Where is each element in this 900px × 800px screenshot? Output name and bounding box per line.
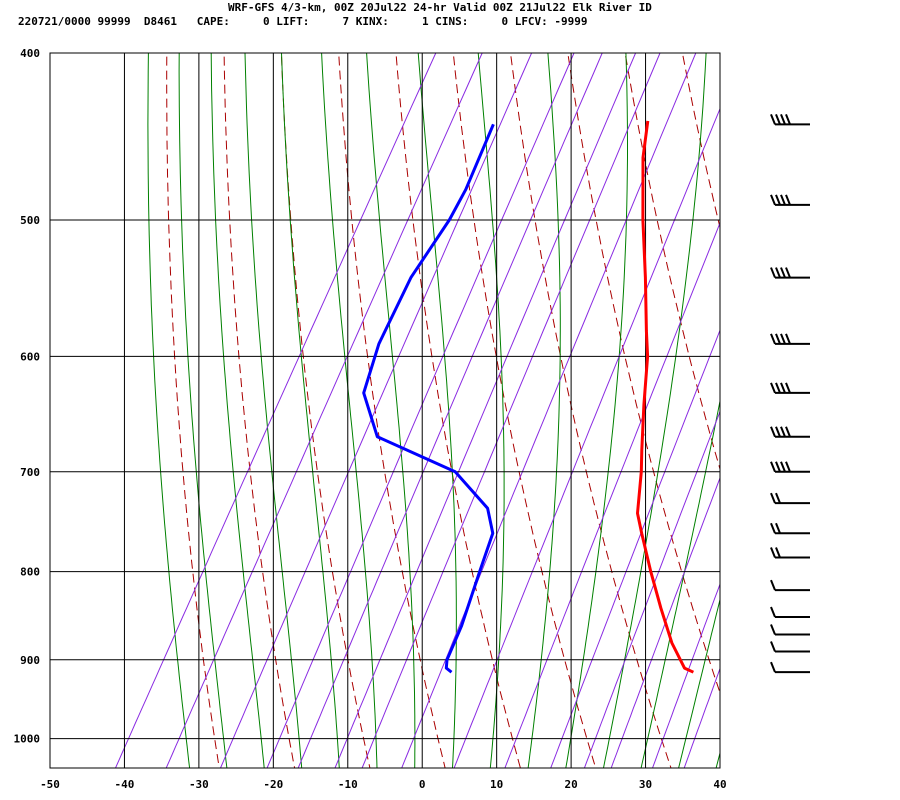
mixing-ratio-line [550, 328, 720, 768]
x-tick-label: 0 [419, 778, 426, 791]
wind-barb [770, 547, 810, 559]
x-tick-label: -50 [40, 778, 60, 791]
dewpoint-profile [362, 123, 495, 674]
dry-adiabat [732, 15, 900, 783]
y-tick-label: 1000 [14, 733, 41, 746]
dry-adiabat [280, 53, 371, 768]
mixing-ratio-line [219, 53, 533, 768]
wind-barb [770, 267, 810, 279]
sounding-profiles [362, 120, 695, 674]
wind-barb [770, 522, 810, 535]
mixing-ratio-line [361, 53, 661, 768]
wind-barb [770, 606, 810, 619]
mixing-ratio-line [583, 410, 720, 768]
x-tick-label: -40 [115, 778, 135, 791]
mixing-ratio-line [504, 221, 720, 768]
grid-lines [50, 52, 720, 768]
moist-adiabat [178, 53, 228, 768]
moist-adiabat [321, 53, 378, 768]
wind-barb [770, 579, 810, 592]
moist-adiabat [602, 53, 707, 768]
wind-barb [770, 382, 810, 394]
moist-adiabat [244, 53, 303, 768]
moist-adiabat [527, 53, 561, 768]
dry-adiabat [223, 53, 296, 768]
dry-adiabat [567, 53, 720, 695]
mixing-ratio-line [683, 667, 720, 768]
y-tick-label: 500 [20, 214, 40, 227]
x-tick-label: 40 [713, 778, 726, 791]
mixing-ratio-line [297, 53, 603, 768]
background-lines [114, 15, 900, 783]
x-tick-label: -30 [189, 778, 209, 791]
x-tick-label: 20 [564, 778, 577, 791]
dry-adiabat [788, 15, 900, 783]
wind-barb [770, 461, 810, 473]
dry-adiabat [395, 53, 521, 768]
x-tick-label: 30 [639, 778, 652, 791]
moist-adiabat [417, 53, 457, 768]
mixing-ratio-line [266, 53, 575, 768]
y-tick-label: 600 [20, 350, 40, 363]
x-tick-labels: -50 -40 -30 -20 -10 0 10 20 30 40 [40, 778, 727, 791]
dry-adiabat [624, 53, 720, 471]
dry-adiabat [452, 53, 597, 768]
moist-adiabat [565, 53, 628, 768]
moist-adiabat [678, 597, 720, 768]
dry-adiabat [166, 53, 220, 768]
dry-adiabat [681, 53, 720, 230]
dry-adiabat [509, 53, 672, 768]
moist-adiabat [210, 53, 265, 768]
wind-barb [770, 492, 810, 505]
y-tick-labels: 400 500 600 700 800 900 1000 [14, 47, 41, 746]
y-tick-label: 900 [20, 654, 40, 667]
mixing-ratio-line [114, 53, 437, 768]
dry-adiabat [845, 15, 900, 783]
mixing-ratio-line [401, 53, 697, 768]
temperature-profile [636, 120, 695, 674]
x-tick-label: -10 [338, 778, 358, 791]
mixing-ratio-line [651, 582, 720, 768]
dry-adiabat [338, 53, 446, 768]
moist-adiabat [366, 53, 416, 768]
moist-adiabat [280, 53, 340, 768]
wind-barb [770, 426, 810, 438]
mixing-ratio-line [453, 107, 720, 768]
y-tick-label: 800 [20, 566, 40, 579]
wind-barb [770, 641, 810, 653]
stability-indices: 220721/0000 99999 D8461 CAPE: 0 LIFT: 7 … [18, 15, 588, 28]
wind-barb [770, 113, 810, 126]
wind-barbs [770, 113, 810, 674]
wind-barb [770, 661, 810, 674]
mixing-ratio-line [334, 53, 637, 768]
x-tick-label: -20 [263, 778, 283, 791]
chart-title: WRF-GFS 4/3-km, 00Z 20Jul22 24-hr Valid … [228, 1, 652, 14]
mixing-ratio-line [610, 476, 720, 768]
mixing-ratio-line [165, 53, 483, 768]
y-tick-label: 400 [20, 47, 40, 60]
moist-adiabat [640, 398, 720, 768]
plot-frame [49, 52, 721, 769]
y-tick-label: 700 [20, 466, 40, 479]
x-tick-label: 10 [490, 778, 503, 791]
moist-adiabat [715, 751, 720, 768]
moist-adiabat [147, 53, 191, 768]
wind-barb [770, 333, 810, 345]
wind-barb [770, 194, 810, 206]
wind-barb [770, 624, 810, 636]
